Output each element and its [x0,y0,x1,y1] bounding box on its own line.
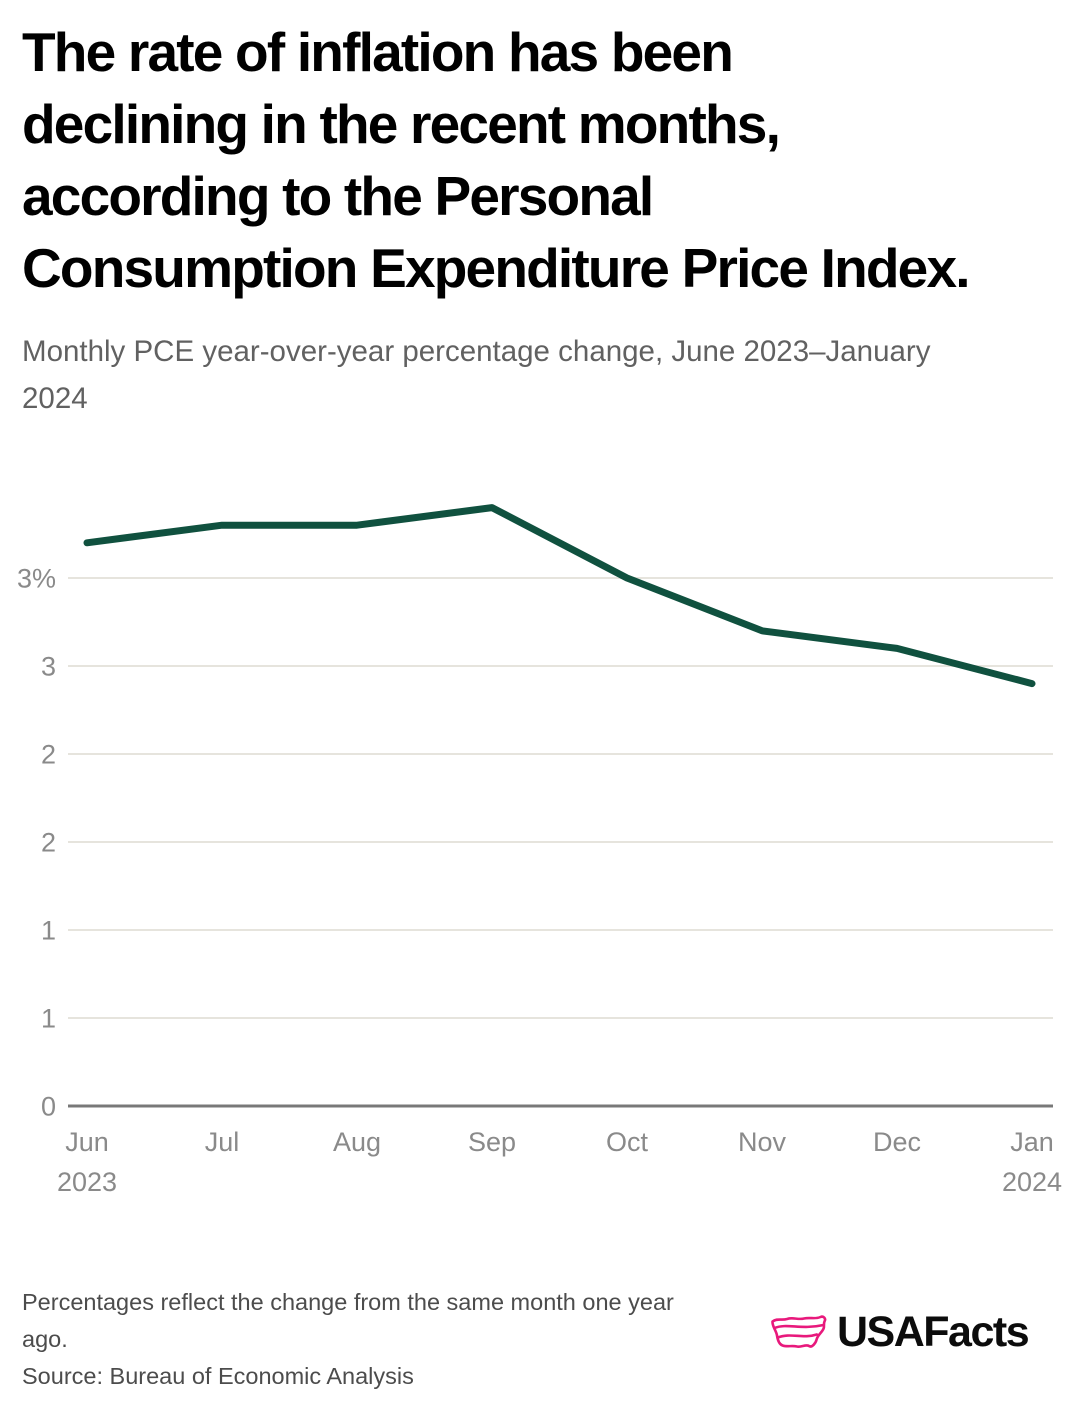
x-axis-tick-label: Jul [205,1127,240,1157]
page-title-line: Consumption Expenditure Price Index. [22,237,971,299]
y-axis-tick-label: 3% [17,564,56,594]
x-axis-tick-label: Nov [738,1127,787,1157]
chart-subtitle-line: 2024 [22,382,88,415]
x-axis-tick-label: Aug [333,1127,381,1157]
page-title-line: The rate of inflation has been [22,21,734,83]
page-title: The rate of inflation has been declining … [22,16,1062,304]
chart-subtitle: Monthly PCE year-over-year percentage ch… [22,328,1042,422]
y-axis-tick-label: 2 [41,828,56,858]
x-axis-tick-label: 2023 [57,1167,117,1197]
usafacts-wordmark: USAFacts [837,1308,1030,1356]
y-axis-tick-label: 1 [41,916,56,946]
x-axis-tick-label: Jan [1010,1127,1054,1157]
x-axis-tick-label: Dec [873,1127,921,1157]
x-axis-tick-label: Jun [65,1127,109,1157]
chart-footnote-line: ago. [22,1326,68,1352]
chart-footnote-line: Percentages reflect the change from the … [22,1289,674,1315]
y-axis-tick-label: 3 [41,652,56,682]
source-note: Source: Bureau of Economic Analysis [22,1363,414,1389]
page-title-line: according to the Personal [22,165,654,227]
x-axis-tick-label: Oct [606,1127,649,1157]
y-axis-tick-label: 2 [41,740,56,770]
chart-subtitle-line: Monthly PCE year-over-year percentage ch… [22,335,931,368]
x-axis-tick-label: 2024 [1002,1167,1062,1197]
pce-line-chart: 0 1 1 2 2 3 3% Jun 2023 Jul Aug Sep Oct Nov Dec Jan 2024 [17,504,1062,1197]
x-axis-tick-label: Sep [468,1127,516,1157]
usafacts-logo: USAFacts [770,1308,1030,1356]
page-title-line: declining in the recent months, [22,93,781,155]
chart-footnote: Percentages reflect the change from the … [22,1284,674,1358]
pce-data-line [83,504,1036,688]
usafacts-map-icon [771,1314,827,1348]
y-axis-tick-label: 1 [41,1004,56,1034]
y-axis-tick-label: 0 [41,1092,56,1122]
